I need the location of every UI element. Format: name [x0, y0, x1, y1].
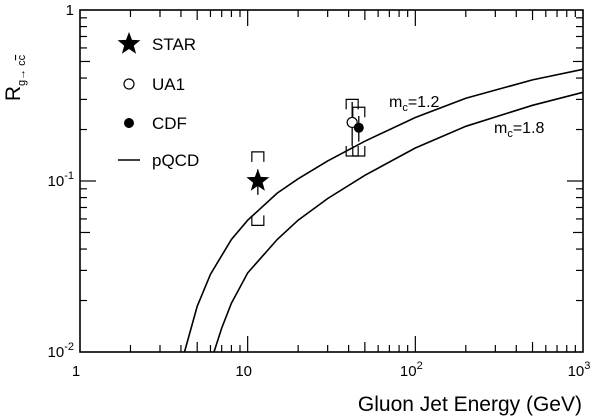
- y-tick-label: 10-1: [48, 170, 74, 190]
- legend: STAR UA1 CDF pQCD: [117, 32, 199, 170]
- filled-circle-marker: [124, 118, 134, 128]
- y-tick-label-exp: -2: [64, 341, 74, 353]
- sys-error-bracket: [345, 146, 359, 157]
- legend-entry-ua1: UA1: [123, 75, 185, 94]
- filled-circle-marker: [353, 122, 364, 133]
- x-tick-label-exp: 3: [584, 360, 590, 372]
- pqcd-curves: [183, 68, 584, 353]
- legend-label: UA1: [152, 75, 185, 94]
- pqcd-curve: [183, 68, 584, 353]
- x-axis-title: Gluon Jet Energy (GeV): [358, 393, 582, 416]
- sys-error-bracket: [251, 151, 265, 162]
- y-tick-label: 10-2: [48, 341, 74, 361]
- legend-entry-pqcd: pQCD: [118, 151, 199, 170]
- data-points: [246, 98, 366, 226]
- sys-error-bracket: [345, 98, 359, 110]
- y-tick-label-base: 10: [48, 173, 65, 190]
- curve-labels: mc=1.2mc=1.8: [389, 94, 545, 140]
- plot-frame: [79, 9, 584, 353]
- sys-error-bracket: [352, 146, 366, 157]
- y-axis-title: Rg→ cc: [2, 54, 28, 101]
- curve-label-m: m: [389, 94, 402, 111]
- y-tick-label-base: 10: [48, 344, 65, 361]
- y-tick-label-exp: -1: [64, 170, 74, 182]
- x-tick-label: 10: [235, 363, 252, 380]
- curve-label: mc=1.2: [389, 94, 440, 114]
- curve-label-val: =1.8: [513, 120, 545, 137]
- curve-label-sub: c: [507, 128, 513, 140]
- curve-label: mc=1.8: [494, 120, 545, 140]
- y-axis-title-sub: g→ c: [16, 60, 28, 86]
- x-tick-label: 102: [400, 360, 423, 380]
- legend-entry-cdf: CDF: [124, 114, 187, 133]
- x-tick-label: 1: [72, 363, 80, 380]
- y-axis-title-sub-bar: c: [16, 54, 28, 60]
- y-tick-label: 1: [66, 2, 74, 19]
- star-marker: [117, 32, 141, 54]
- data-point-star: [246, 151, 270, 226]
- star-marker: [246, 169, 270, 191]
- axis-ticks: [80, 10, 583, 352]
- curve-label-m: m: [494, 120, 507, 137]
- sys-error-bracket: [251, 215, 265, 226]
- open-circle-marker: [123, 78, 135, 90]
- legend-label: pQCD: [152, 151, 199, 170]
- x-tick-label-exp: 2: [417, 360, 423, 372]
- x-tick-label-base: 10: [568, 363, 585, 380]
- x-tick-label: 103: [568, 360, 591, 380]
- legend-label: STAR: [152, 35, 196, 54]
- data-point-cdf: [352, 106, 366, 157]
- pqcd-curve: [213, 91, 584, 353]
- sys-error-bracket: [352, 106, 366, 118]
- x-tick-label-base: 10: [400, 363, 417, 380]
- y-axis-title-main: R: [2, 86, 25, 101]
- legend-entry-star: STAR: [117, 32, 196, 54]
- curve-label-sub: c: [402, 102, 408, 114]
- legend-label: CDF: [152, 114, 187, 133]
- curve-label-val: =1.2: [408, 94, 440, 111]
